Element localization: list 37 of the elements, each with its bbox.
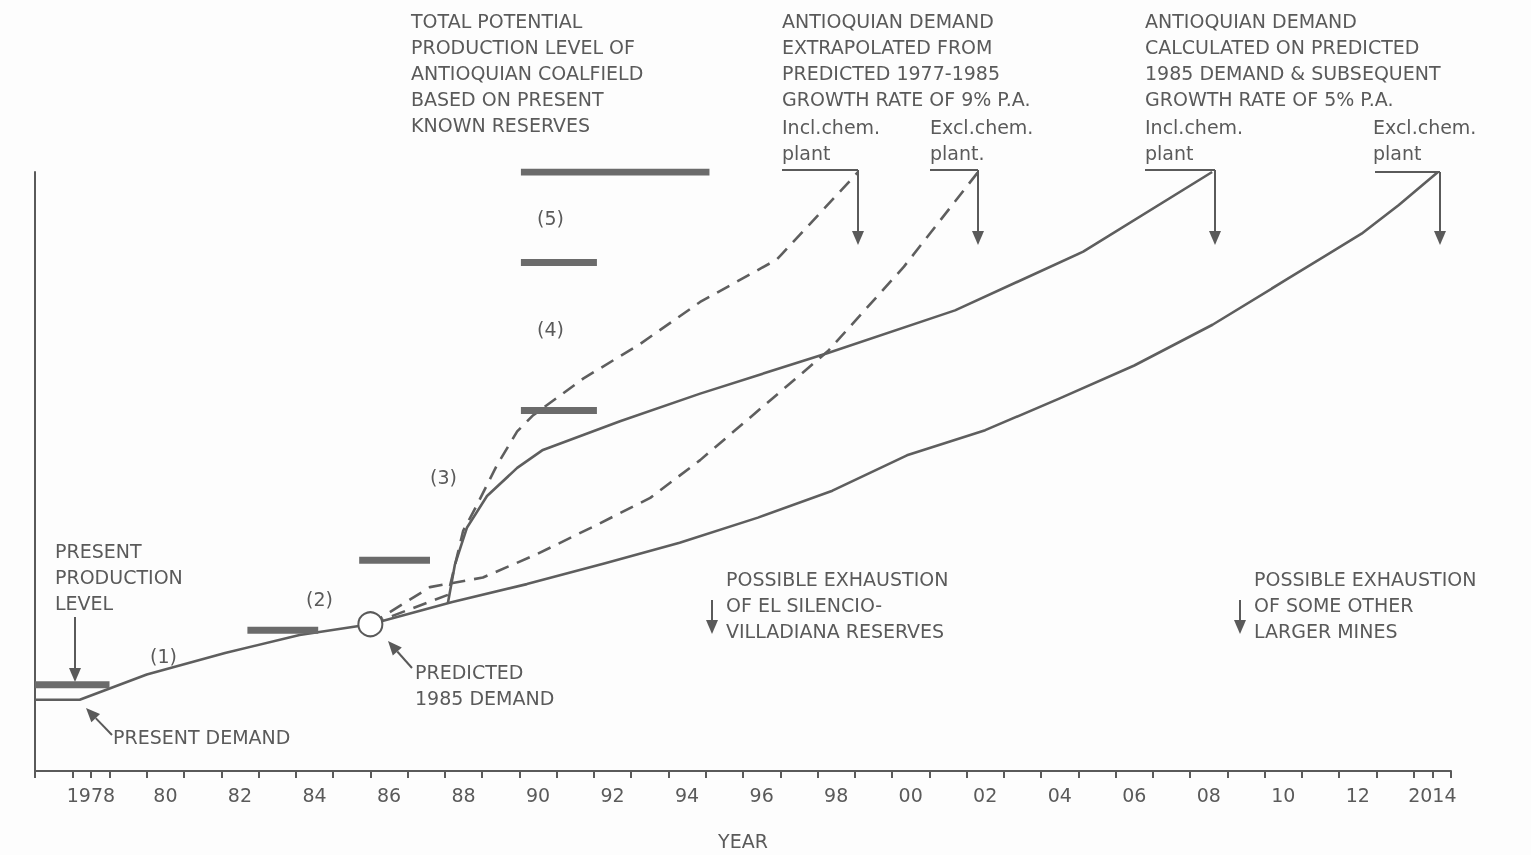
annotation: PREDICTED 1985 DEMAND	[415, 661, 555, 709]
x-tick-label: 96	[749, 783, 774, 806]
x-tick-label: 00	[898, 783, 923, 806]
x-tick-label: 82	[227, 783, 253, 806]
x-tick-label: 02	[973, 783, 998, 806]
annotation: (2)	[306, 588, 333, 610]
x-tick-label: 92	[600, 783, 625, 806]
x-tick-label: 98	[824, 783, 849, 806]
x-tick-label: 10	[1271, 783, 1296, 806]
x-tick-label: 06	[1122, 783, 1147, 806]
text: ANTIOQUIAN DEMAND CALCULATED ON PREDICTED 1985 DEMAND & SUBSEQUENT GROWTH RATE OF 5% P.A.	[1145, 10, 1441, 110]
text: Incl.chem. plant	[1145, 116, 1244, 164]
text: Excl.chem. plant	[1373, 116, 1477, 164]
annotation: (3)	[430, 466, 457, 488]
annotation: POSSIBLE EXHAUSTION OF EL SILENCIO- VILLADIANA RESERVES	[726, 568, 949, 642]
x-tick-label: 94	[675, 783, 700, 806]
annotation: (4)	[537, 318, 564, 340]
annotation: (1)	[150, 645, 177, 667]
x-tick-label: 84	[302, 783, 327, 806]
x-tick-label: 88	[451, 783, 476, 806]
annotation: (5)	[537, 207, 564, 229]
text: TOTAL POTENTIAL PRODUCTION LEVEL OF ANTIOQUIAN COALFIELD BASED ON PRESENT KNOWN RESERVES	[410, 10, 644, 136]
x-tick-label: 86	[376, 783, 402, 806]
text: Incl.chem. plant	[782, 116, 881, 164]
x-tick-label: 08	[1196, 783, 1221, 806]
x-tick-label: 1978	[66, 783, 116, 806]
annotation: PRESENT DEMAND	[113, 726, 291, 748]
x-tick-label: 2014	[1408, 783, 1457, 806]
x-axis-title: YEAR	[717, 829, 768, 852]
x-tick-label: 90	[525, 783, 551, 806]
annotation: PRESENT PRODUCTION LEVEL	[55, 540, 183, 614]
text: Excl.chem. plant.	[930, 116, 1034, 164]
text: ANTIOQUIAN DEMAND EXTRAPOLATED FROM PREDICTED 1977-1985 GROWTH RATE OF 9% P.A.	[782, 10, 1031, 110]
x-tick-label: 12	[1345, 783, 1370, 806]
x-tick-label: 80	[153, 783, 178, 806]
x-tick-label: 04	[1047, 783, 1072, 806]
annotation: POSSIBLE EXHAUSTION OF SOME OTHER LARGER MINES	[1254, 568, 1477, 642]
